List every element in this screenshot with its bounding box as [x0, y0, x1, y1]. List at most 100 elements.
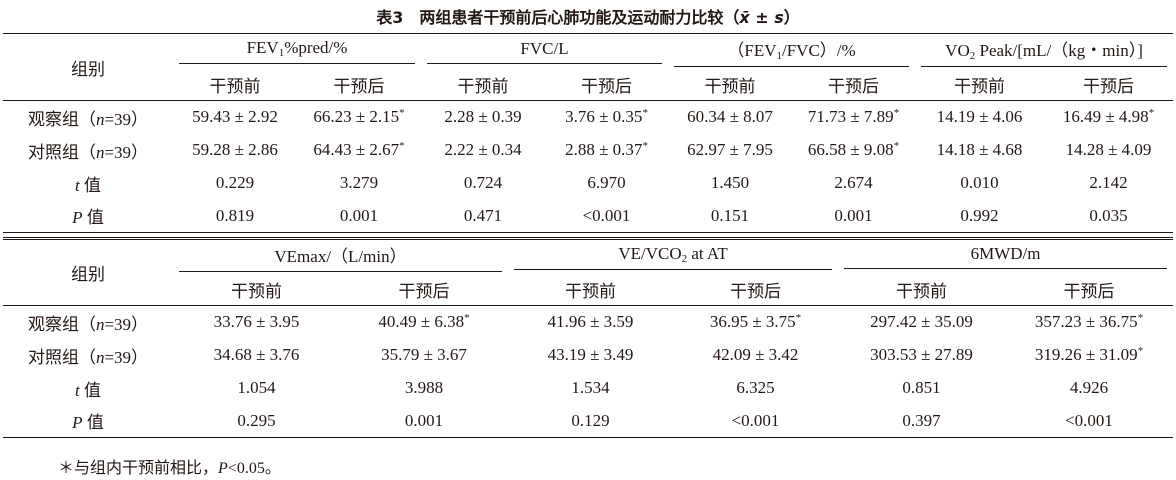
- data-row: P 值 0.819 0.001 0.471 <0.001 0.151 0.001 0.992 0…: [3, 200, 1173, 233]
- table-title: 表3 两组患者干预前后心肺功能及运动耐力比较（x̄ ± s）: [0, 4, 1176, 28]
- corner-cell: 组别: [3, 238, 173, 306]
- text: 303.53 ± 27.89: [870, 345, 973, 364]
- text: Peak/[mL/（kg・min）]: [975, 40, 1143, 60]
- superscript: *: [642, 140, 648, 152]
- cell: 35.79 ± 3.67: [340, 339, 508, 372]
- header-row: 组别 FEV1%pred/% FVC/L （FEV1/FVC）/% VO2 Peak/[…: [3, 33, 1173, 101]
- subscript: 1: [278, 47, 285, 60]
- superscript: *: [642, 107, 648, 120]
- text: 4.926: [1069, 378, 1109, 397]
- italic-text: n: [95, 109, 105, 129]
- cell: 0.001: [297, 200, 421, 233]
- cell: 14.28 ± 4.09: [1044, 134, 1173, 167]
- text: 6.970: [587, 173, 626, 192]
- italic-text: t: [75, 380, 80, 400]
- text: /FVC）/%: [781, 40, 856, 60]
- text: 6.325: [736, 378, 775, 397]
- italic-text: s: [774, 8, 784, 27]
- subheader: 干预后: [340, 273, 508, 306]
- text: 2.88 ± 0.37: [565, 140, 643, 159]
- cell: 66.58 ± 9.08*: [792, 134, 915, 167]
- text: 表3 两组患者干预前后心肺功能及运动耐力比较（: [376, 8, 740, 27]
- group-label: VEmax/（L/min）: [179, 242, 502, 272]
- cell: 0.851: [838, 372, 1005, 405]
- cell: 0.397: [838, 405, 1005, 438]
- text: at AT: [687, 243, 728, 263]
- cell: 0.001: [340, 405, 508, 438]
- subheader: 干预后: [792, 68, 916, 101]
- data-row: P 值 0.295 0.001 0.129 <0.001 0.397 <0.001: [3, 405, 1173, 438]
- text: <0.05。: [227, 460, 281, 477]
- subheader: 干预前: [838, 273, 1006, 306]
- text: 2.28 ± 0.39: [444, 107, 522, 127]
- text: 0.819: [215, 205, 255, 225]
- cell: 0.229: [173, 167, 297, 200]
- cell: 2.22 ± 0.34: [421, 134, 545, 167]
- row-label: t 值: [3, 372, 173, 405]
- table: 组别 FEV1%pred/% FVC/L （FEV1/FVC）/% VO2 Peak/[…: [3, 33, 1174, 233]
- text: =39）: [104, 142, 149, 162]
- subheader: 干预后: [545, 68, 669, 101]
- cell: <0.001: [1005, 405, 1173, 438]
- text: 1.450: [710, 173, 750, 192]
- cell: 0.471: [421, 200, 545, 233]
- text: 0.129: [571, 410, 610, 430]
- text: %pred/%: [284, 38, 348, 58]
- cell: 64.43 ± 2.67*: [297, 134, 421, 167]
- text: 0.229: [215, 173, 255, 192]
- superscript: *: [795, 312, 802, 325]
- subheader: 干预前: [173, 68, 297, 101]
- text: 297.42 ± 35.09: [870, 312, 973, 332]
- superscript: *: [1137, 345, 1144, 357]
- cell: 0.295: [173, 405, 340, 438]
- subheader: 干预后: [673, 273, 839, 306]
- text: 36.95 ± 3.75: [709, 312, 796, 332]
- superscript: *: [1137, 312, 1144, 325]
- cell: 62.97 ± 7.95: [668, 134, 792, 167]
- italic-text: n: [95, 314, 105, 334]
- text: 71.73 ± 7.89: [807, 107, 894, 127]
- italic-text: P: [72, 208, 83, 228]
- corner-cell: 组别: [3, 33, 173, 101]
- cell: 2.142: [1044, 167, 1173, 200]
- text: 0.151: [710, 205, 750, 225]
- cell: 0.151: [668, 200, 792, 233]
- text: 值: [79, 175, 101, 195]
- cell: 2.88 ± 0.37*: [545, 134, 668, 167]
- row-label: 观察组（n=39）: [3, 101, 173, 134]
- data-row: 观察组（n=39） 33.76 ± 3.95 40.49 ± 6.38* 41.96 …: [3, 306, 1173, 339]
- group-label: FVC/L: [427, 38, 663, 64]
- row-label: P 值: [3, 200, 173, 233]
- text: 对照组（: [27, 142, 96, 162]
- text: 2.674: [834, 173, 873, 192]
- cell: 0.992: [915, 200, 1044, 233]
- group-header: VO2 Peak/[mL/（kg・min）]: [915, 34, 1173, 69]
- group-label: （FEV1/FVC）/%: [674, 36, 910, 67]
- text: 0.992: [960, 205, 999, 225]
- text: =39）: [104, 109, 149, 129]
- text: ±: [749, 8, 775, 27]
- text: 41.96 ± 3.59: [547, 312, 634, 332]
- text: 2.22 ± 0.34: [444, 140, 522, 159]
- cell: 59.28 ± 2.86: [173, 134, 297, 167]
- cell: 0.010: [915, 167, 1044, 200]
- cell: 71.73 ± 7.89*: [792, 101, 915, 134]
- cell: <0.001: [545, 200, 668, 233]
- cell: 3.279: [297, 167, 421, 200]
- text: FVC/L: [520, 38, 569, 58]
- row-label: 对照组（n=39）: [3, 339, 173, 372]
- text: 59.43 ± 2.92: [192, 107, 278, 127]
- text: 6MWD/m: [970, 244, 1041, 264]
- text: VEmax/（L/min）: [274, 246, 407, 266]
- text: 14.19 ± 4.06: [936, 107, 1023, 127]
- cell: 0.001: [792, 200, 915, 233]
- cell: 43.19 ± 3.49: [508, 339, 673, 372]
- superscript: *: [399, 107, 405, 120]
- data-row: 对照组（n=39） 59.28 ± 2.86 64.43 ± 2.67* 2.22 ±…: [3, 134, 1173, 167]
- cell: 6.325: [673, 372, 838, 405]
- superscript: *: [893, 140, 900, 152]
- text: ＊与组内干预前相比，: [58, 460, 219, 477]
- subheader: 干预前: [915, 68, 1045, 101]
- cell: 14.19 ± 4.06: [915, 101, 1044, 134]
- group-label: VO2 Peak/[mL/（kg・min）]: [921, 36, 1168, 67]
